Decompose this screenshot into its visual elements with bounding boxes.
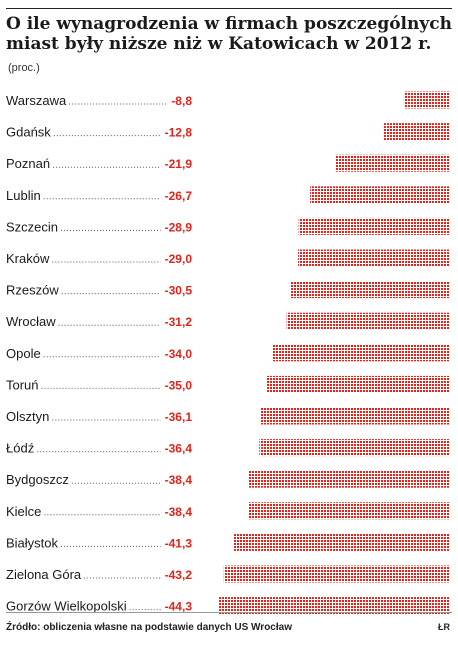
value-label: -41,3	[165, 536, 193, 550]
bar	[290, 281, 450, 299]
chart-title-line-2: miast były niższe niż w Katowicach w 201…	[6, 34, 432, 54]
category-label: Łódź	[6, 441, 34, 456]
value-label: -29,0	[165, 252, 193, 266]
category-label: Szczecin	[6, 219, 58, 234]
category-label: Rzeszów	[6, 283, 59, 298]
value-label: -8,8	[171, 94, 192, 108]
bar	[335, 154, 450, 172]
bar-row: Bydgoszcz -38,4	[6, 470, 450, 488]
value-label: -31,2	[165, 315, 193, 329]
bar	[286, 312, 450, 330]
bar	[271, 344, 450, 362]
category-label: Kielce	[6, 504, 41, 519]
unit-label: (proc.)	[8, 62, 40, 74]
bar-row: Szczecin -28,9	[6, 217, 450, 235]
value-label: -36,4	[165, 442, 193, 456]
author-credit: ŁR	[438, 622, 450, 632]
bar-row: Kraków -29,0	[6, 249, 450, 267]
category-label: Poznań	[6, 156, 50, 171]
category-label: Opole	[6, 346, 41, 361]
source-note: Źródło: obliczenia własne na podstawie d…	[6, 622, 292, 633]
bar	[266, 375, 450, 393]
bar	[260, 407, 450, 425]
bar	[298, 217, 450, 235]
value-label: -38,4	[165, 473, 193, 487]
category-label: Bydgoszcz	[6, 472, 69, 487]
chart-title: O ile wynagrodzenia w firmach poszczegól…	[6, 14, 452, 54]
value-label: -43,2	[165, 568, 193, 582]
top-rule	[6, 8, 452, 9]
category-label: Lublin	[6, 188, 41, 203]
bar	[298, 249, 450, 267]
bar	[223, 565, 450, 583]
bar-row: Zielona Góra -43,2	[6, 565, 450, 583]
value-label: -28,9	[165, 220, 193, 234]
bar-row: Rzeszów -30,5	[6, 281, 450, 299]
value-label: -21,9	[165, 157, 193, 171]
bar	[248, 470, 450, 488]
bar-row: Warszawa -8,8	[6, 91, 450, 109]
bar	[233, 533, 450, 551]
value-label: -36,1	[165, 410, 193, 424]
bar	[403, 91, 450, 109]
category-label: Olsztyn	[6, 409, 49, 424]
value-label: -30,5	[165, 284, 193, 298]
bar	[382, 123, 450, 141]
bar-row: Poznań -21,9	[6, 154, 450, 172]
category-label: Białystok	[6, 535, 59, 550]
bar-row: Wrocław -31,2	[6, 312, 450, 330]
value-label: -38,4	[165, 505, 193, 519]
bar-row: Białystok -41,3	[6, 533, 450, 551]
category-label: Kraków	[6, 251, 50, 266]
bar-row: Łódź -36,4	[6, 439, 450, 457]
bar	[218, 597, 450, 615]
value-label: -35,0	[165, 378, 193, 392]
category-label: Zielona Góra	[6, 567, 82, 582]
bar-row: Kielce -38,4	[6, 502, 450, 520]
bar	[310, 186, 450, 204]
bottom-rule	[6, 612, 452, 613]
bar-row: Gorzów Wielkopolski -44,3	[6, 597, 450, 615]
bar-row: Opole -34,0	[6, 344, 450, 362]
category-label: Gorzów Wielkopolski	[6, 599, 127, 614]
bar-row: Lublin -26,7	[6, 186, 450, 204]
bar	[259, 439, 450, 457]
bar	[248, 502, 450, 520]
category-label: Wrocław	[6, 314, 56, 329]
value-label: -34,0	[165, 347, 193, 361]
category-label: Gdańsk	[6, 125, 51, 140]
category-label: Warszawa	[6, 93, 67, 108]
bar-row: Toruń -35,0	[6, 375, 450, 393]
bar-row: Gdańsk -12,8	[6, 123, 450, 141]
value-label: -26,7	[165, 189, 193, 203]
value-label: -12,8	[165, 126, 193, 140]
bar-row: Olsztyn -36,1	[6, 407, 450, 425]
chart-title-line-1: O ile wynagrodzenia w firmach poszczegól…	[6, 14, 452, 34]
value-label: -44,3	[165, 600, 193, 614]
category-label: Toruń	[6, 377, 39, 392]
